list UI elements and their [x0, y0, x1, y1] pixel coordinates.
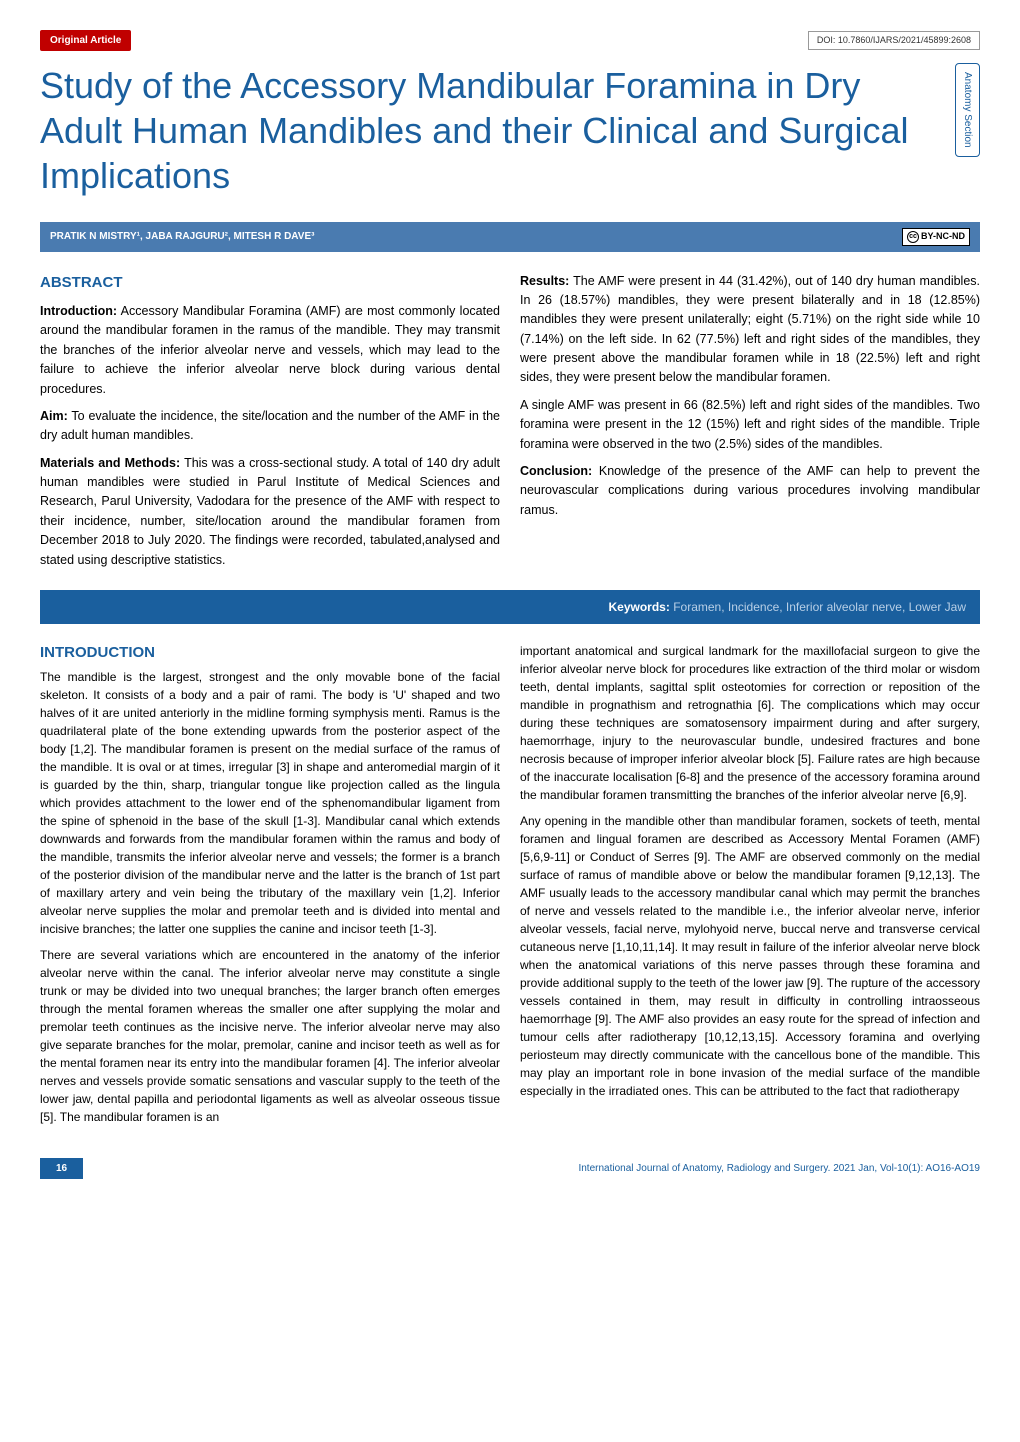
abstract-heading: ABSTRACT	[40, 272, 500, 295]
body-section: INTRODUCTION The mandible is the largest…	[40, 642, 980, 1135]
abstract-text-left: Introduction: Accessory Mandibular Foram…	[40, 302, 500, 570]
results-text-2: A single AMF was present in 66 (82.5%) l…	[520, 396, 980, 454]
page-number: 16	[40, 1158, 83, 1179]
abstract-left-col: ABSTRACT Introduction: Accessory Mandibu…	[40, 272, 500, 578]
footer-bar: 16 International Journal of Anatomy, Rad…	[40, 1158, 980, 1179]
conclusion-label: Conclusion:	[520, 464, 592, 478]
article-title: Study of the Accessory Mandibular Forami…	[40, 63, 935, 198]
page-container: Original Article DOI: 10.7860/IJARS/2021…	[0, 0, 1020, 1199]
title-row: Study of the Accessory Mandibular Forami…	[40, 63, 980, 198]
intro-left-p2: There are several variations which are e…	[40, 946, 500, 1126]
intro-right-p2: Any opening in the mandible other than m…	[520, 812, 980, 1100]
article-type-badge: Original Article	[40, 30, 131, 51]
top-bar: Original Article DOI: 10.7860/IJARS/2021…	[40, 30, 980, 51]
introduction-heading: INTRODUCTION	[40, 642, 500, 665]
keywords-label: Keywords:	[608, 600, 669, 614]
body-right-col: important anatomical and surgical landma…	[520, 642, 980, 1135]
abstract-text-right: Results: The AMF were present in 44 (31.…	[520, 272, 980, 521]
section-badge: Anatomy Section	[955, 63, 980, 157]
body-left-col: INTRODUCTION The mandible is the largest…	[40, 642, 500, 1135]
methods-label: Materials and Methods:	[40, 456, 180, 470]
keywords-bar: Keywords: Foramen, Incidence, Inferior a…	[40, 590, 980, 624]
aim-text: To evaluate the incidence, the site/loca…	[40, 409, 500, 442]
abstract-right-col: Results: The AMF were present in 44 (31.…	[520, 272, 980, 578]
methods-text: This was a cross-sectional study. A tota…	[40, 456, 500, 567]
body-text-right: important anatomical and surgical landma…	[520, 642, 980, 1100]
aim-label: Aim:	[40, 409, 68, 423]
intro-right-p1: important anatomical and surgical landma…	[520, 642, 980, 804]
abstract-section: ABSTRACT Introduction: Accessory Mandibu…	[40, 272, 980, 578]
doi-badge: DOI: 10.7860/IJARS/2021/45899:2608	[808, 31, 980, 51]
cc-license-badge: cc BY-NC-ND	[902, 228, 970, 246]
results-label: Results:	[520, 274, 569, 288]
intro-left-p1: The mandible is the largest, strongest a…	[40, 668, 500, 938]
results-text-1: The AMF were present in 44 (31.42%), out…	[520, 274, 980, 385]
cc-text: BY-NC-ND	[921, 230, 965, 244]
body-text-left: The mandible is the largest, strongest a…	[40, 668, 500, 1126]
cc-icon: cc	[907, 231, 919, 243]
footer-journal: International Journal of Anatomy, Radiol…	[83, 1161, 980, 1176]
intro-label: Introduction:	[40, 304, 117, 318]
authors-bar: PRATIK N MISTRY¹, JABA RAJGURU², MITESH …	[40, 222, 980, 252]
keywords-text: Foramen, Incidence, Inferior alveolar ne…	[673, 600, 966, 614]
authors-text: PRATIK N MISTRY¹, JABA RAJGURU², MITESH …	[50, 229, 314, 244]
